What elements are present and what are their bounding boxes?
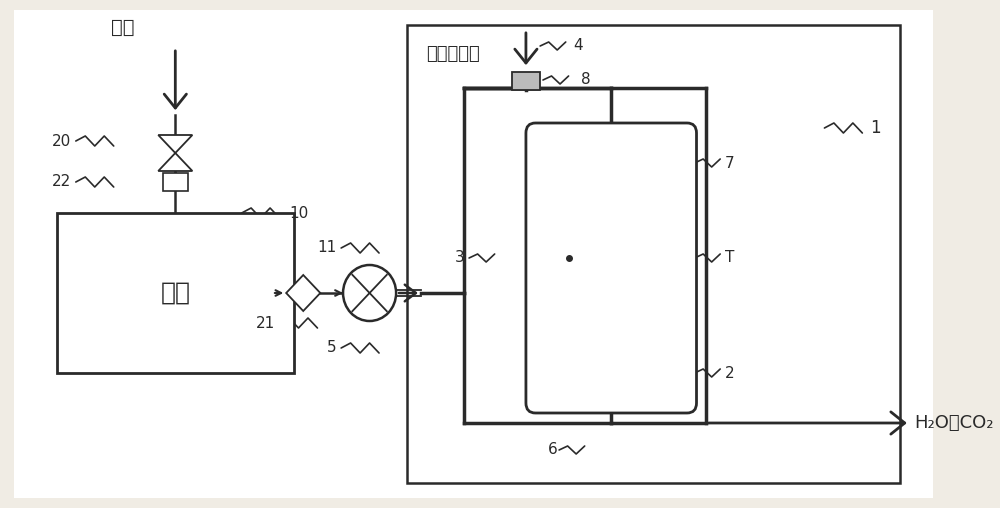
Text: H₂O、CO₂: H₂O、CO₂ <box>914 414 994 432</box>
Polygon shape <box>158 153 192 171</box>
Text: 8: 8 <box>581 73 591 87</box>
Text: 4: 4 <box>573 39 583 53</box>
Text: 22: 22 <box>52 175 71 189</box>
Bar <box>57 213 294 373</box>
Bar <box>407 25 900 483</box>
Text: 2: 2 <box>725 365 735 380</box>
Bar <box>512 72 540 90</box>
Text: 甲酸: 甲酸 <box>111 18 135 37</box>
Text: 1: 1 <box>870 119 881 137</box>
Text: 5: 5 <box>327 340 336 356</box>
Circle shape <box>343 265 396 321</box>
Text: 7: 7 <box>725 155 735 171</box>
Text: 11: 11 <box>317 240 336 256</box>
Polygon shape <box>158 135 192 153</box>
Text: T: T <box>725 250 734 266</box>
Text: 10: 10 <box>289 206 308 220</box>
Bar <box>163 173 188 191</box>
Text: 3: 3 <box>455 250 464 266</box>
Polygon shape <box>286 275 320 311</box>
FancyBboxPatch shape <box>526 123 697 413</box>
Text: 分解用气体: 分解用气体 <box>426 45 480 63</box>
Text: 腔室: 腔室 <box>160 281 190 305</box>
Text: 21: 21 <box>256 315 275 331</box>
Text: 6: 6 <box>547 442 557 458</box>
Text: 20: 20 <box>52 134 71 148</box>
